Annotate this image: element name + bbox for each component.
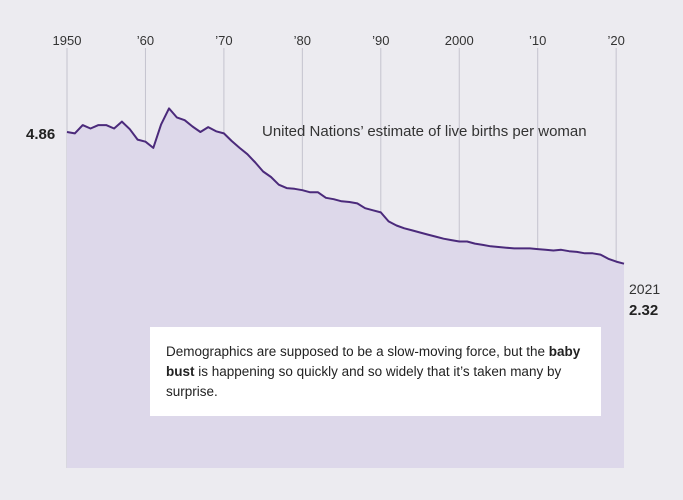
- x-tick-label-1960: ’60: [137, 33, 154, 48]
- series-line: [66, 107, 625, 265]
- x-axis-ticks: 1950 ’60 ’70 ’80 ’90 2000 ’10 ’20: [53, 33, 625, 48]
- annotation-text-start: Demographics are supposed to be a slow-m…: [166, 344, 549, 359]
- end-value-label: 2.32: [629, 302, 658, 319]
- annotation-box: Demographics are supposed to be a slow-m…: [150, 327, 601, 416]
- x-tick-label-2000: 2000: [445, 33, 474, 48]
- chart-title: United Nations’ estimate of live births …: [262, 123, 587, 140]
- start-value-label: 4.86: [26, 126, 55, 143]
- x-tick-label-2020: ’20: [607, 33, 624, 48]
- annotation-bold-text: baby bust: [166, 344, 581, 379]
- x-tick-label-1950: 1950: [53, 33, 82, 48]
- x-tick-label-2010: ’10: [529, 33, 546, 48]
- x-tick-label-1970: ’70: [215, 33, 232, 48]
- end-year-label: 2021: [629, 281, 660, 297]
- x-tick-label-1990: ’90: [372, 33, 389, 48]
- x-tick-label-1980: ’80: [294, 33, 311, 48]
- annotation-text-end: is happening so quickly and so widely th…: [166, 364, 562, 399]
